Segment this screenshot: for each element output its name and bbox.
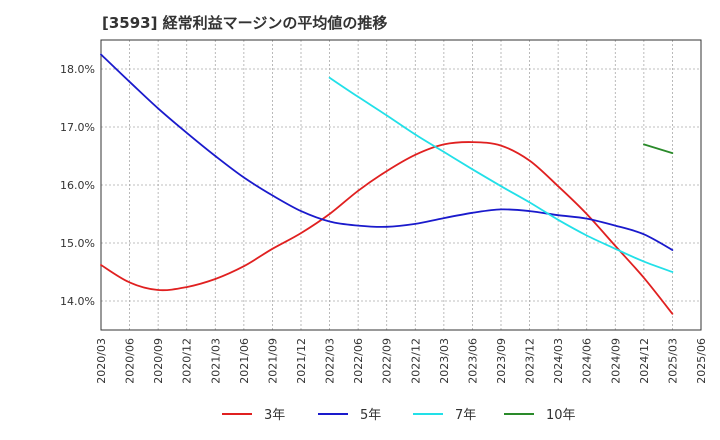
x-tick-label: 2025/06: [695, 338, 708, 384]
chart-title: [3593] 経常利益マージンの平均値の推移: [102, 14, 388, 32]
x-tick-label: 2020/06: [124, 338, 137, 384]
x-tick-label: 2023/09: [495, 338, 508, 384]
x-tick-label: 2024/12: [638, 338, 651, 384]
x-tick-labels: 2020/03 2020/06 2020/09 2020/12 2021/03 2021/…: [95, 338, 708, 384]
series-line-5年: [100, 53, 674, 251]
x-tick-label: 2023/03: [438, 338, 451, 384]
x-tick-label: 2020/12: [181, 338, 194, 384]
x-tick-label: 2021/03: [209, 338, 222, 384]
legend-label: 5年: [360, 408, 381, 423]
x-tick-label: 2024/09: [609, 338, 622, 384]
x-tick-label: 2024/03: [552, 338, 565, 384]
legend-label: 10年: [546, 408, 576, 423]
x-tick-label: 2022/09: [381, 338, 394, 384]
x-tick-label: 2021/09: [266, 338, 279, 384]
x-tick-label: 2021/12: [295, 338, 308, 384]
x-tick-label: 2021/06: [238, 338, 251, 384]
y-tick-label: 17.0%: [60, 121, 95, 134]
legend-label: 3年: [264, 408, 285, 423]
legend-label: 7年: [455, 408, 476, 423]
legend: 3年 5年 7年 10年: [222, 408, 576, 423]
x-tick-label: 2020/03: [95, 338, 108, 384]
y-tick-labels: 14.0% 15.0% 16.0% 17.0% 18.0%: [60, 63, 95, 308]
x-tick-label: 2020/09: [152, 338, 165, 384]
y-tick-label: 14.0%: [60, 295, 95, 308]
x-tick-label: 2023/06: [466, 338, 479, 384]
series-layer: [100, 53, 674, 315]
x-tick-label: 2022/06: [352, 338, 365, 384]
series-line-3年: [100, 141, 674, 315]
x-tick-label: 2022/03: [324, 338, 337, 384]
y-tick-label: 16.0%: [60, 179, 95, 192]
x-tick-label: 2022/12: [409, 338, 422, 384]
x-tick-label: 2023/12: [524, 338, 537, 384]
y-tick-label: 15.0%: [60, 237, 95, 250]
y-tick-label: 18.0%: [60, 63, 95, 76]
plot-frame: [100, 39, 702, 331]
x-tick-label: 2025/03: [666, 338, 679, 384]
series-line-7年: [328, 76, 674, 273]
x-tick-label: 2024/06: [581, 338, 594, 384]
series-line-10年: [643, 143, 674, 154]
